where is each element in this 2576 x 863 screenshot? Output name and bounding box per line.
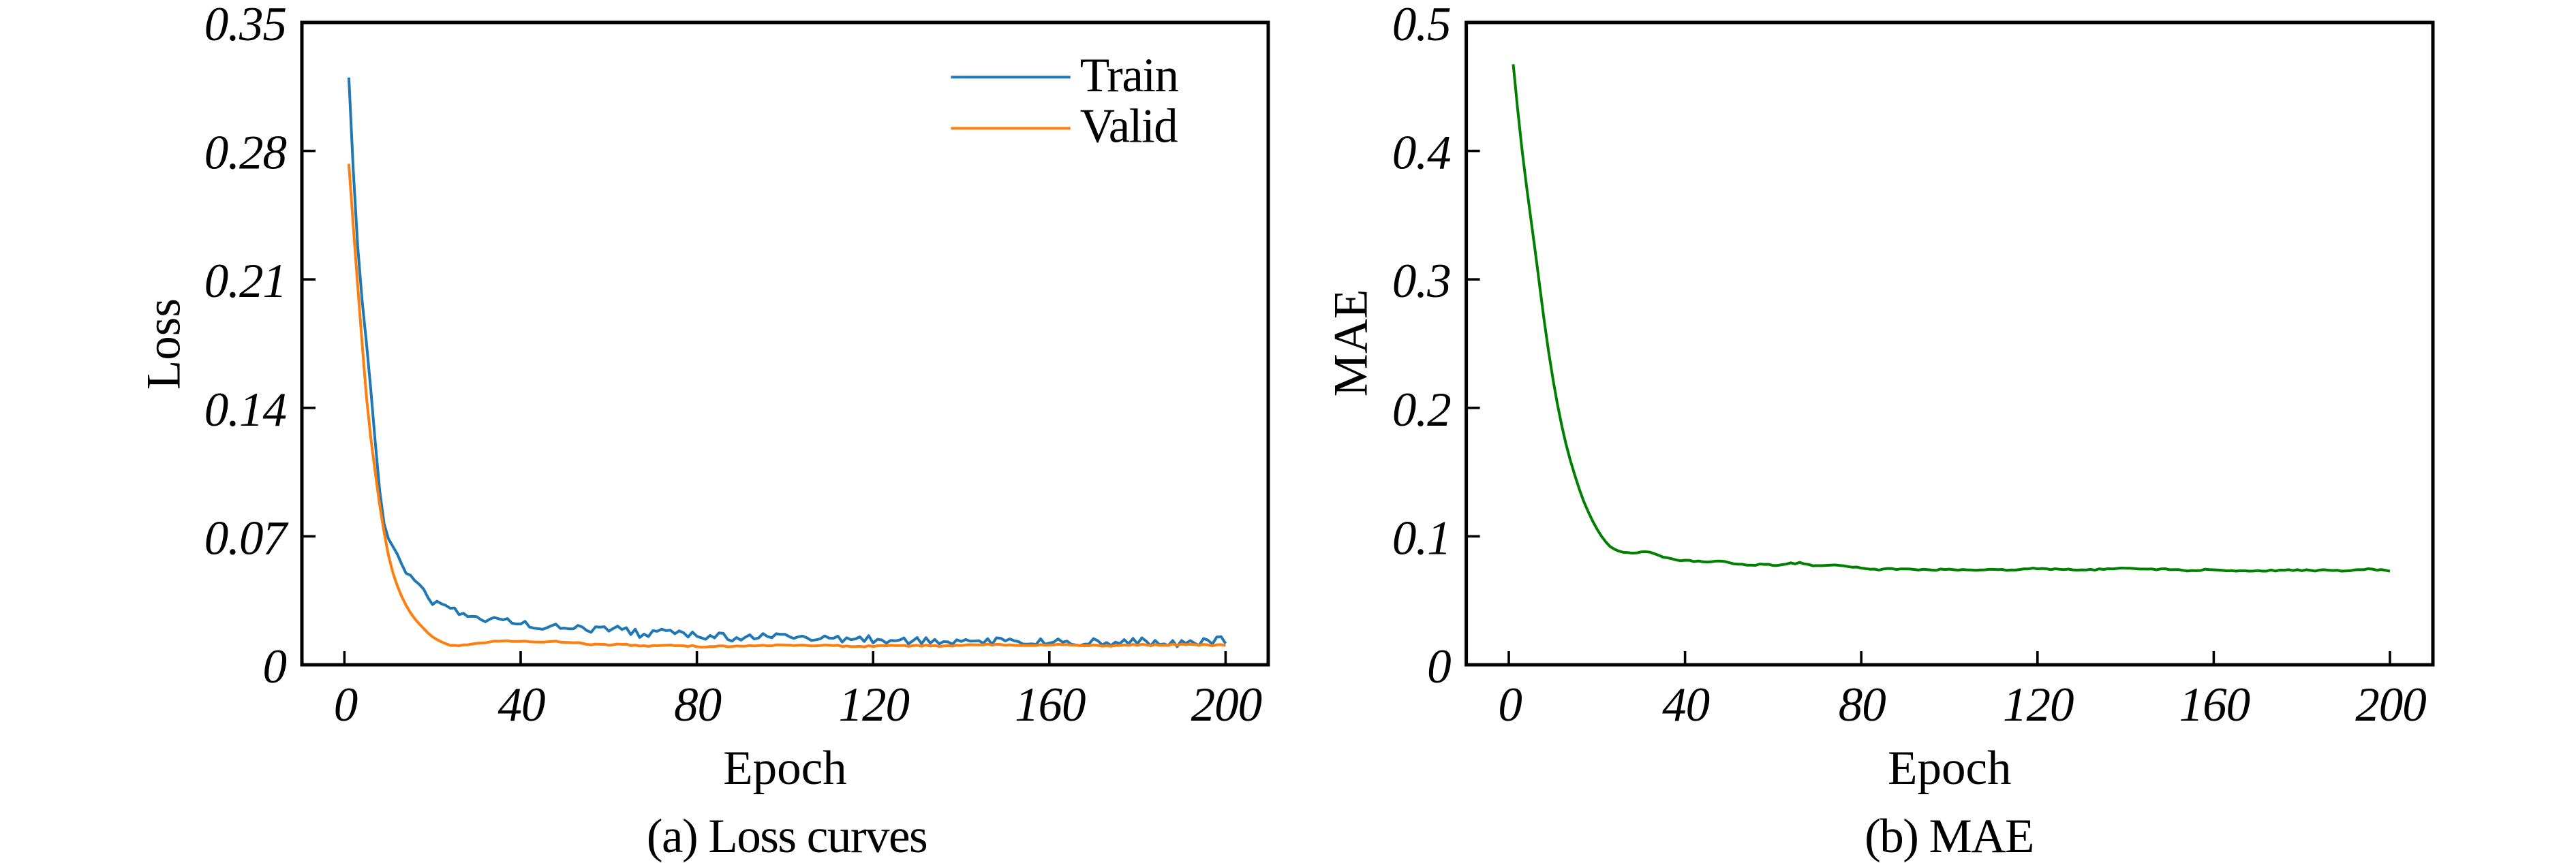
svg-text:40: 40 — [498, 678, 546, 732]
svg-text:0: 0 — [263, 640, 287, 693]
svg-text:120: 120 — [838, 678, 909, 732]
svg-text:0: 0 — [334, 678, 358, 732]
svg-text:120: 120 — [2003, 678, 2074, 732]
svg-text:0.2: 0.2 — [1392, 383, 1451, 437]
svg-text:200: 200 — [1191, 678, 1262, 732]
svg-text:0.3: 0.3 — [1392, 255, 1451, 308]
svg-text:160: 160 — [2179, 678, 2250, 732]
svg-text:Epoch: Epoch — [1888, 742, 2011, 795]
svg-text:0.4: 0.4 — [1392, 127, 1451, 180]
svg-text:0.5: 0.5 — [1392, 0, 1451, 51]
svg-text:200: 200 — [2355, 678, 2426, 732]
svg-text:40: 40 — [1662, 678, 1710, 732]
svg-text:0.35: 0.35 — [204, 0, 286, 51]
svg-text:0.07: 0.07 — [204, 512, 289, 565]
svg-text:Valid: Valid — [1080, 100, 1178, 153]
svg-text:0.21: 0.21 — [204, 255, 286, 308]
svg-text:80: 80 — [674, 678, 722, 732]
svg-text:0: 0 — [1427, 640, 1451, 693]
svg-text:0.14: 0.14 — [204, 383, 286, 437]
svg-text:0.28: 0.28 — [204, 127, 287, 180]
svg-text:160: 160 — [1015, 678, 1086, 732]
svg-text:MAE: MAE — [1325, 289, 1378, 397]
svg-text:(a) Loss curves: (a) Loss curves — [647, 810, 927, 863]
svg-text:Epoch: Epoch — [723, 742, 846, 795]
svg-text:Loss: Loss — [138, 298, 191, 390]
svg-text:80: 80 — [1839, 678, 1886, 732]
svg-text:(b) MAE: (b) MAE — [1865, 810, 2034, 863]
svg-text:0.1: 0.1 — [1392, 512, 1451, 565]
svg-text:Train: Train — [1080, 49, 1179, 102]
svg-text:0: 0 — [1498, 678, 1522, 732]
